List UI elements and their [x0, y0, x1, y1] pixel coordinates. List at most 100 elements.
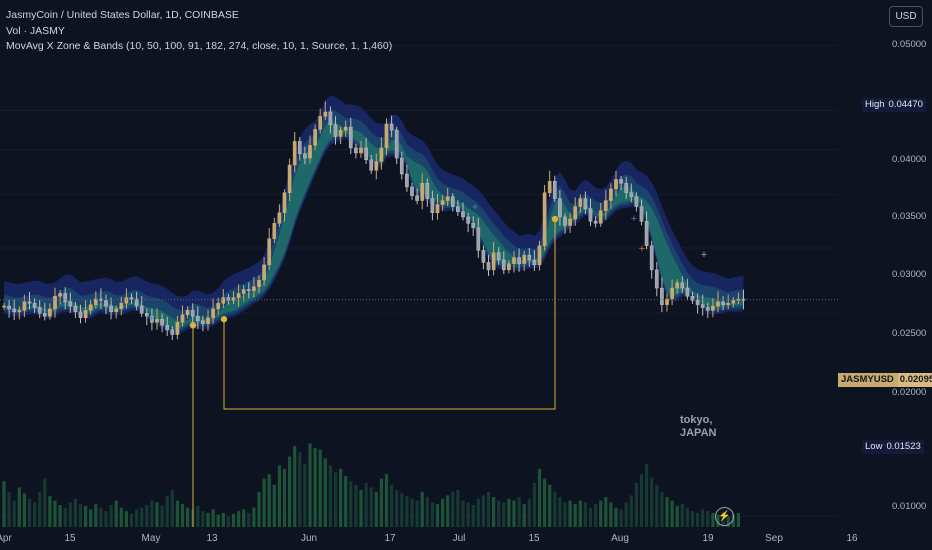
- candle-body: [175, 321, 180, 335]
- volume-bar: [262, 478, 266, 527]
- volume-bar: [48, 496, 52, 527]
- candle-body: [496, 252, 501, 261]
- time-tick: 13: [206, 533, 218, 544]
- candle-body: [695, 300, 700, 305]
- volume-bar: [655, 484, 659, 527]
- volume-bar: [400, 493, 404, 527]
- candle-body: [634, 196, 639, 207]
- candle-body: [343, 126, 348, 131]
- lightning-icon[interactable]: ⚡: [715, 507, 734, 526]
- volume-bar: [165, 496, 169, 527]
- volume-bar: [257, 491, 261, 527]
- volume-bar: [231, 513, 236, 527]
- candle-body: [420, 182, 425, 201]
- candle-body: [685, 287, 690, 297]
- volume-bar: [12, 500, 16, 527]
- time-tick: Jun: [300, 533, 318, 544]
- candle-body: [226, 297, 231, 301]
- time-tick: May: [141, 533, 161, 544]
- candle-body: [711, 305, 715, 311]
- volume-bar: [492, 497, 496, 527]
- candle-body: [440, 200, 445, 205]
- candle-body: [42, 313, 47, 317]
- time-tick: 16: [846, 533, 858, 544]
- candle-body: [134, 298, 139, 307]
- volume-bar: [553, 491, 557, 527]
- volume-bar: [206, 512, 210, 527]
- volume-bar: [446, 495, 450, 527]
- volume-bar: [247, 512, 251, 527]
- candle-body: [333, 124, 338, 137]
- volume-bar: [298, 452, 302, 527]
- candle-body: [257, 279, 261, 287]
- volume-bar: [201, 511, 205, 527]
- candle-body: [185, 310, 190, 316]
- volume-bar: [78, 504, 83, 527]
- candle-body: [27, 301, 32, 304]
- volume-bar: [522, 504, 526, 527]
- candle-body: [542, 192, 547, 246]
- candle-body: [323, 111, 328, 117]
- volume-bar: [624, 502, 628, 527]
- time-tick: Jul: [452, 533, 466, 544]
- candle-body: [17, 310, 22, 313]
- volume-bar: [94, 504, 98, 527]
- candle-body: [593, 220, 598, 224]
- volume-bar: [507, 498, 511, 527]
- candle-body: [287, 164, 292, 193]
- candle-body: [522, 254, 527, 264]
- volume-bar: [99, 507, 103, 527]
- candle-body: [109, 305, 113, 313]
- candle-body: [491, 252, 496, 271]
- volume-bar: [731, 514, 735, 527]
- currency-button[interactable]: USD: [889, 6, 923, 27]
- volume-bar: [135, 509, 139, 527]
- candle-body: [415, 195, 419, 201]
- volume-bar: [124, 511, 128, 527]
- volume-bar: [645, 463, 649, 527]
- candle-body: [639, 206, 644, 222]
- volume-bar: [588, 507, 593, 527]
- candle-body: [598, 210, 603, 224]
- candle-body: [93, 298, 98, 305]
- candle-body: [629, 192, 634, 197]
- volume-bar: [364, 483, 368, 527]
- candle-body: [614, 179, 618, 190]
- volume-bar: [711, 512, 715, 527]
- candle-body: [119, 302, 124, 310]
- candle-body: [517, 257, 521, 264]
- candle-body: [354, 147, 358, 154]
- candle-body: [532, 259, 537, 266]
- volume-bar: [512, 500, 516, 527]
- volume-bar: [175, 500, 179, 527]
- low-label: Low: [865, 440, 883, 454]
- candle-body: [32, 302, 37, 308]
- low-value: 0.01523: [886, 441, 921, 452]
- volume-bar: [180, 504, 185, 527]
- volume-bar: [435, 504, 440, 527]
- volume-bar: [73, 498, 77, 527]
- chart-title: JasmyCoin / United States Dollar, 1D, CO…: [6, 9, 239, 21]
- volume-bar: [155, 502, 159, 527]
- candle-body: [221, 297, 226, 304]
- candle-body: [660, 287, 664, 305]
- candle-body: [568, 218, 572, 226]
- candle-body: [150, 315, 154, 323]
- volume-bar: [481, 495, 485, 527]
- volume-bar: [614, 507, 618, 527]
- volume-bar: [650, 477, 654, 527]
- candle-body: [435, 204, 440, 214]
- candle-body: [292, 141, 297, 166]
- volume-bar: [140, 507, 144, 527]
- candle-body: [37, 307, 42, 314]
- candle-body: [308, 145, 312, 159]
- volume-bar: [318, 449, 322, 527]
- candle-body: [466, 216, 470, 224]
- price-tick: 0.04000: [892, 154, 927, 165]
- signal-dot: [551, 215, 559, 223]
- volume-bar: [339, 468, 343, 527]
- volume-bar: [369, 487, 373, 527]
- candle-body: [359, 147, 363, 154]
- volume-bar: [670, 500, 674, 527]
